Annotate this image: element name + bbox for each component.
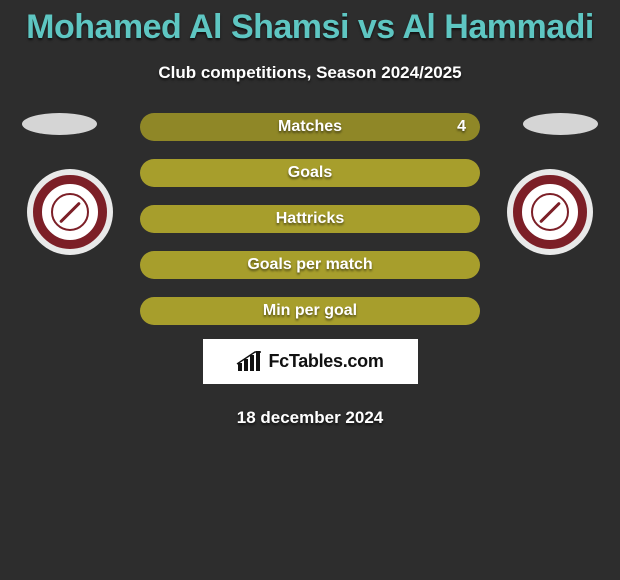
stat-label: Matches — [278, 118, 342, 136]
player-right-ellipse — [523, 113, 598, 135]
stat-label: Min per goal — [263, 302, 357, 320]
stat-label: Goals per match — [247, 256, 372, 274]
page-title: Mohamed Al Shamsi vs Al Hammadi — [0, 0, 620, 47]
club-badge-left — [20, 169, 120, 255]
club-badge-right — [500, 169, 600, 255]
club-badge-left-outer — [27, 169, 113, 255]
al-wahda-badge-icon — [513, 175, 587, 249]
stat-row-goals: Goals — [140, 159, 480, 187]
al-wahda-badge-icon — [33, 175, 107, 249]
stat-row-hattricks: Hattricks — [140, 205, 480, 233]
bar-chart-icon — [236, 351, 264, 373]
stat-label: Hattricks — [276, 210, 344, 228]
footer-date: 18 december 2024 — [0, 408, 620, 428]
subtitle: Club competitions, Season 2024/2025 — [0, 63, 620, 83]
club-badge-right-outer — [507, 169, 593, 255]
stat-row-min-per-goal: Min per goal — [140, 297, 480, 325]
brand-text: FcTables.com — [268, 351, 383, 372]
stat-bars: Matches 4 Goals Hattricks Goals per matc… — [140, 113, 480, 325]
stat-label: Goals — [288, 164, 332, 182]
brand-box: FcTables.com — [203, 339, 418, 384]
stat-row-goals-per-match: Goals per match — [140, 251, 480, 279]
stat-row-matches: Matches 4 — [140, 113, 480, 141]
stat-right-value: 4 — [457, 118, 466, 136]
stats-area: Matches 4 Goals Hattricks Goals per matc… — [0, 113, 620, 333]
player-left-ellipse — [22, 113, 97, 135]
